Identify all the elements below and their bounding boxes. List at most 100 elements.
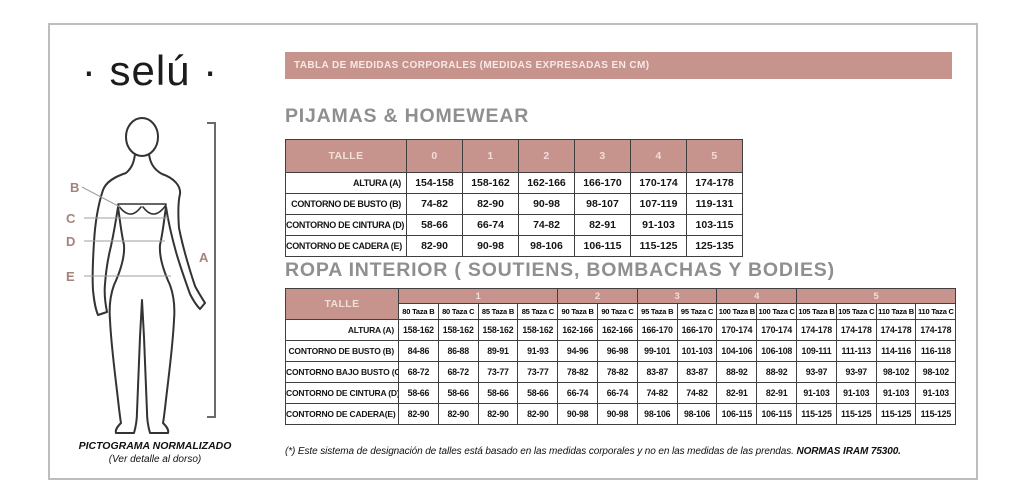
measurement-row: CONTORNO DE CINTURA (D) 58-66 66-74 74-82 82… <box>285 214 743 236</box>
measurement-cell: 158-162 <box>462 172 519 194</box>
measurement-row: CONTORNO DE CINTURA (D) 58-66 58-66 58-66 58… <box>285 382 957 404</box>
measurement-cell: 90-98 <box>557 403 599 425</box>
measurement-cell: 58-66 <box>437 382 479 404</box>
measurement-row: CONTORNO BAJO BUSTO (C) 68-72 68-72 73-77 73… <box>285 361 957 383</box>
measurement-cell: 98-106 <box>518 235 575 257</box>
size-header-cell: 2 <box>518 139 575 173</box>
measurement-cell: 174-178 <box>875 319 917 341</box>
cup-size-header-cell: 110 Taza C <box>915 303 957 320</box>
measurement-cell: 158-162 <box>398 319 439 341</box>
cup-size-header-cell: 100 Taza C <box>756 303 798 320</box>
measurement-cell: 119-131 <box>686 193 743 215</box>
figure-bust-curves <box>117 203 167 215</box>
cup-size-header-cell: 85 Taza C <box>517 303 559 320</box>
label-a: A <box>199 250 209 265</box>
measurement-cell: 58-66 <box>398 382 439 404</box>
measurement-cell: 162-166 <box>597 319 638 341</box>
measurement-cell: 66-74 <box>597 382 638 404</box>
row-label-cell: CONTORNO DE BUSTO (B) <box>285 193 407 215</box>
group-header-cell: 5 <box>796 288 957 304</box>
measurement-cell: 90-98 <box>462 235 519 257</box>
row-label-cell: CONTORNO DE BUSTO (B) <box>285 340 399 362</box>
measurement-cell: 88-92 <box>756 361 798 383</box>
measurement-row: ALTURA (A) 154-158 158-162 162-166 166-170 17… <box>285 172 743 194</box>
measurement-cell: 91-93 <box>517 340 559 362</box>
measurement-cell: 82-90 <box>398 403 439 425</box>
measurement-cell: 158-162 <box>517 319 559 341</box>
pictogram-caption: PICTOGRAMA NORMALIZADO (Ver detalle al d… <box>50 440 260 465</box>
measurement-cell: 78-82 <box>597 361 638 383</box>
measurement-cell: 78-82 <box>557 361 599 383</box>
measurement-cell: 170-174 <box>630 172 687 194</box>
talle-header-cell: TALLE <box>285 139 407 173</box>
talle-header-cell: TALLE <box>285 288 399 320</box>
measurement-cell: 93-97 <box>796 361 837 383</box>
measurement-cell: 158-162 <box>437 319 479 341</box>
figure-body-outline <box>91 153 206 434</box>
pijamas-size-table: TALLE 0 1 2 3 4 5 ALTURA (A) 154-158 158-162 162-1… <box>285 139 743 257</box>
measurement-cell: 74-82 <box>518 214 575 236</box>
measurement-cell: 115-125 <box>835 403 877 425</box>
measurement-cell: 106-115 <box>574 235 631 257</box>
measurement-cell: 98-107 <box>574 193 631 215</box>
measurement-cell: 83-87 <box>676 361 718 383</box>
cup-size-header-cell: 105 Taza C <box>835 303 877 320</box>
measurement-cell: 93-97 <box>835 361 877 383</box>
measurement-cell: 116-118 <box>915 340 957 362</box>
footnote-text: (*) Este sistema de designación de talle… <box>285 446 794 457</box>
size-header-cell: 1 <box>462 139 519 173</box>
size-header-cell: 5 <box>686 139 743 173</box>
measurement-cell: 74-82 <box>636 382 678 404</box>
measurement-cell: 83-87 <box>636 361 678 383</box>
measurement-cell: 66-74 <box>557 382 599 404</box>
measurement-cell: 96-98 <box>597 340 638 362</box>
measurement-row: CONTORNO DE BUSTO (B) 74-82 82-90 90-98 98-1… <box>285 193 743 215</box>
footnote: (*) Este sistema de designación de talle… <box>285 446 985 457</box>
measurement-cell: 82-90 <box>517 403 559 425</box>
measurement-cell: 68-72 <box>437 361 479 383</box>
body-pictogram: B C D E A <box>66 117 216 434</box>
measurement-row: CONTORNO DE CADERA (E) 82-90 90-98 98-106 10… <box>285 235 743 257</box>
measurement-cell: 154-158 <box>406 172 463 194</box>
measurement-cell: 114-116 <box>875 340 917 362</box>
cup-size-header-cell: 105 Taza B <box>796 303 837 320</box>
content-frame: · selú · B C D E A PICTOGRAMA NORMALIZAD… <box>48 23 978 480</box>
measurement-cell: 98-106 <box>676 403 718 425</box>
measurement-cell: 82-90 <box>477 403 519 425</box>
measurement-cell: 82-91 <box>756 382 798 404</box>
measurement-cell: 58-66 <box>406 214 463 236</box>
measurement-cell: 58-66 <box>517 382 559 404</box>
group-header-cell: 4 <box>716 288 798 304</box>
measurement-cell: 86-88 <box>437 340 479 362</box>
measurement-cell: 94-96 <box>557 340 599 362</box>
measurement-cell: 88-92 <box>716 361 758 383</box>
measurement-cell: 166-170 <box>676 319 718 341</box>
measurement-cell: 91-103 <box>835 382 877 404</box>
measurement-cell: 106-115 <box>716 403 758 425</box>
measurement-cell: 125-135 <box>686 235 743 257</box>
cup-size-header-cell: 95 Taza C <box>676 303 718 320</box>
cup-size-header-cell: 80 Taza C <box>437 303 479 320</box>
section-heading-pijamas: PIJAMAS & HOMEWEAR <box>285 105 530 127</box>
size-header-cell: 3 <box>574 139 631 173</box>
measurement-cell: 101-103 <box>676 340 718 362</box>
measurement-cell: 158-162 <box>477 319 519 341</box>
measurement-cell: 91-103 <box>630 214 687 236</box>
cup-size-header-cell: 110 Taza B <box>875 303 917 320</box>
measurement-cell: 66-74 <box>462 214 519 236</box>
ropa-interior-size-table: TALLE 1 2 3 4 5 80 Taza B 80 Taza C 85 Taza B 85 … <box>285 288 957 425</box>
measurement-cell: 115-125 <box>630 235 687 257</box>
measurement-cell: 170-174 <box>716 319 758 341</box>
measurement-cell: 82-90 <box>406 235 463 257</box>
measurement-cell: 162-166 <box>518 172 575 194</box>
measurement-cell: 174-178 <box>796 319 837 341</box>
measurement-cell: 174-178 <box>686 172 743 194</box>
footnote-norm: NORMAS IRAM 75300. <box>796 446 901 457</box>
caption-title: PICTOGRAMA NORMALIZADO <box>78 440 232 452</box>
row-label-cell: ALTURA (A) <box>285 172 407 194</box>
measurement-cell: 115-125 <box>915 403 957 425</box>
measurement-cell: 109-111 <box>796 340 837 362</box>
row-label-cell: CONTORNO DE CINTURA (D) <box>285 382 399 404</box>
cup-size-header-cell: 90 Taza C <box>597 303 638 320</box>
measurement-cell: 115-125 <box>875 403 917 425</box>
